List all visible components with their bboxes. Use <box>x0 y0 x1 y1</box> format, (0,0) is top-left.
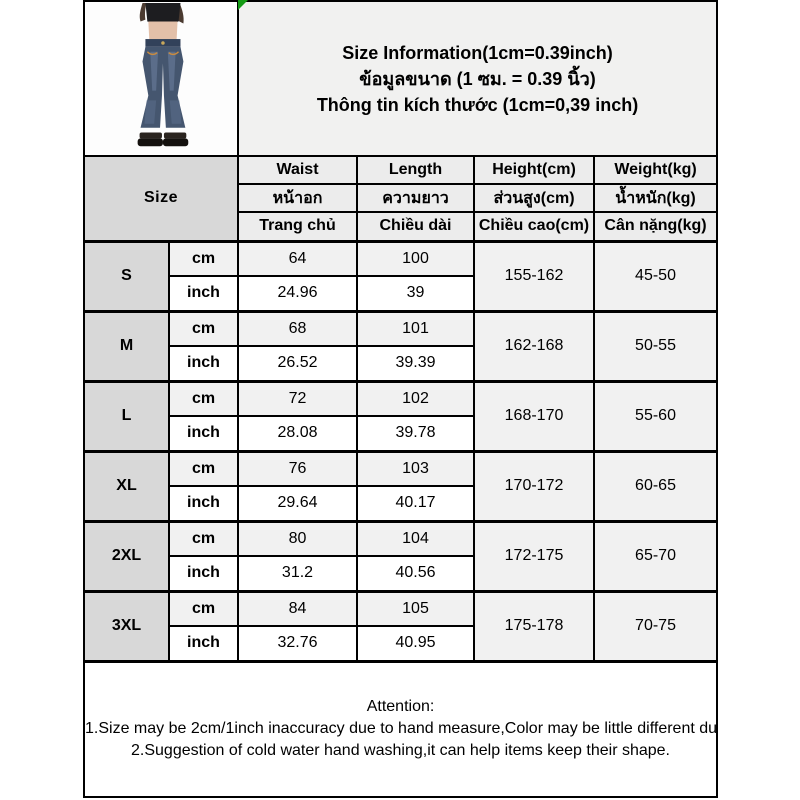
l-length-cm: 102 <box>356 379 475 417</box>
s-weight-range: 45-50 <box>592 239 719 312</box>
3xl-length-cm: 105 <box>356 589 475 627</box>
table-row: M cm 68 101 162-168 50-55 <box>83 309 719 382</box>
size-label-2xl: 2XL <box>83 519 170 592</box>
l-length-inch: 39.78 <box>356 415 475 452</box>
title-english: Size Information(1cm=0.39inch) <box>342 42 613 63</box>
size-header: Size <box>83 155 239 242</box>
size-label-3xl: 3XL <box>83 589 170 662</box>
table-row: L cm 72 102 168-170 55-60 <box>83 379 719 452</box>
table-row: S cm 64 100 155-162 45-50 <box>83 239 719 312</box>
unit-inch: inch <box>168 485 239 522</box>
3xl-height-range: 175-178 <box>473 589 595 662</box>
title-vietnamese: Thông tin kích thước (1cm=0,39 inch) <box>316 94 639 115</box>
3xl-waist-inch: 32.76 <box>237 625 358 662</box>
m-length-inch: 39.39 <box>356 345 475 382</box>
title-thai: ข้อมูลขนาด (1 ซม. = 0.39 นิ้ว) <box>359 68 596 89</box>
col-header-weight-vi: Cân nặng(kg) <box>592 211 719 242</box>
unit-cm: cm <box>168 449 239 487</box>
2xl-weight-range: 65-70 <box>592 519 719 592</box>
2xl-length-inch: 40.56 <box>356 555 475 592</box>
m-weight-range: 50-55 <box>592 309 719 382</box>
table-row: inch 24.96 39 <box>84 275 717 312</box>
table-row: 2XL cm 80 104 172-175 65-70 <box>83 519 719 592</box>
table-row: inch 26.52 39.39 <box>84 345 717 382</box>
product-photo-cell <box>83 0 239 157</box>
l-waist-inch: 28.08 <box>237 415 358 452</box>
unit-inch: inch <box>168 275 239 312</box>
col-header-length-th: ความยาว <box>356 183 475 213</box>
table-row: 3XL cm 84 105 175-178 70-75 <box>83 589 719 662</box>
unit-cm: cm <box>168 239 239 277</box>
2xl-waist-inch: 31.2 <box>237 555 358 592</box>
col-header-height-th: ส่วนสูง(cm) <box>473 183 595 213</box>
col-header-length-vi: Chiều dài <box>356 211 475 242</box>
unit-inch: inch <box>168 555 239 592</box>
l-weight-range: 55-60 <box>592 379 719 452</box>
corner-marker-triangle <box>238 0 248 10</box>
size-label-m: M <box>83 309 170 382</box>
table-row: inch 29.64 40.17 <box>84 485 717 522</box>
unit-cm: cm <box>168 519 239 557</box>
col-header-waist-vi: Trang chủ <box>237 211 358 242</box>
col-header-weight-en: Weight(kg) <box>592 155 719 185</box>
model-jeans-photo <box>86 3 236 154</box>
m-waist-cm: 68 <box>237 309 358 347</box>
size-table: Size Information(1cm=0.39inch) ข้อมูลขนา… <box>82 0 719 798</box>
unit-inch: inch <box>168 625 239 662</box>
unit-inch: inch <box>168 345 239 382</box>
size-label-xl: XL <box>83 449 170 522</box>
table-row: inch 31.2 40.56 <box>84 555 717 592</box>
attention-box: Attention: 1.Size may be 2cm/1inch inacc… <box>82 659 719 798</box>
3xl-waist-cm: 84 <box>237 589 358 627</box>
s-waist-inch: 24.96 <box>237 275 358 312</box>
m-length-cm: 101 <box>356 309 475 347</box>
s-waist-cm: 64 <box>237 239 358 277</box>
2xl-height-range: 172-175 <box>473 519 595 592</box>
s-height-range: 155-162 <box>473 239 595 312</box>
col-header-length-en: Length <box>356 155 475 185</box>
xl-waist-inch: 29.64 <box>237 485 358 522</box>
col-header-waist-en: Waist <box>237 155 358 185</box>
col-header-height-vi: Chiều cao(cm) <box>473 211 595 242</box>
unit-cm: cm <box>168 309 239 347</box>
m-height-range: 162-168 <box>473 309 595 382</box>
table-row: inch 28.08 39.78 <box>84 415 717 452</box>
size-chart-sheet: Size Information(1cm=0.39inch) ข้อมูลขนา… <box>82 0 719 798</box>
attention-note-2: 2.Suggestion of cold water hand washing,… <box>131 742 670 759</box>
title-cell: Size Information(1cm=0.39inch) ข้อมูลขนา… <box>236 0 719 157</box>
table-row: XL cm 76 103 170-172 60-65 <box>83 449 719 522</box>
s-length-inch: 39 <box>356 275 475 312</box>
2xl-length-cm: 104 <box>356 519 475 557</box>
3xl-weight-range: 70-75 <box>592 589 719 662</box>
col-header-height-en: Height(cm) <box>473 155 595 185</box>
xl-height-range: 170-172 <box>473 449 595 522</box>
l-waist-cm: 72 <box>237 379 358 417</box>
xl-length-cm: 103 <box>356 449 475 487</box>
unit-cm: cm <box>168 589 239 627</box>
s-length-cm: 100 <box>356 239 475 277</box>
col-header-waist-th: หน้าอก <box>237 183 358 213</box>
3xl-length-inch: 40.95 <box>356 625 475 662</box>
table-row: inch 32.76 40.95 <box>84 625 717 662</box>
2xl-waist-cm: 80 <box>237 519 358 557</box>
xl-length-inch: 40.17 <box>356 485 475 522</box>
unit-inch: inch <box>168 415 239 452</box>
col-header-weight-th: น้ำหนัก(kg) <box>592 183 719 213</box>
l-height-range: 168-170 <box>473 379 595 452</box>
attention-heading: Attention: <box>366 698 435 715</box>
xl-waist-cm: 76 <box>237 449 358 487</box>
m-waist-inch: 26.52 <box>237 345 358 382</box>
xl-weight-range: 60-65 <box>592 449 719 522</box>
size-label-l: L <box>83 379 170 452</box>
unit-cm: cm <box>168 379 239 417</box>
attention-note-1: 1.Size may be 2cm/1inch inaccuracy due t… <box>85 720 718 737</box>
size-label-s: S <box>83 239 170 312</box>
